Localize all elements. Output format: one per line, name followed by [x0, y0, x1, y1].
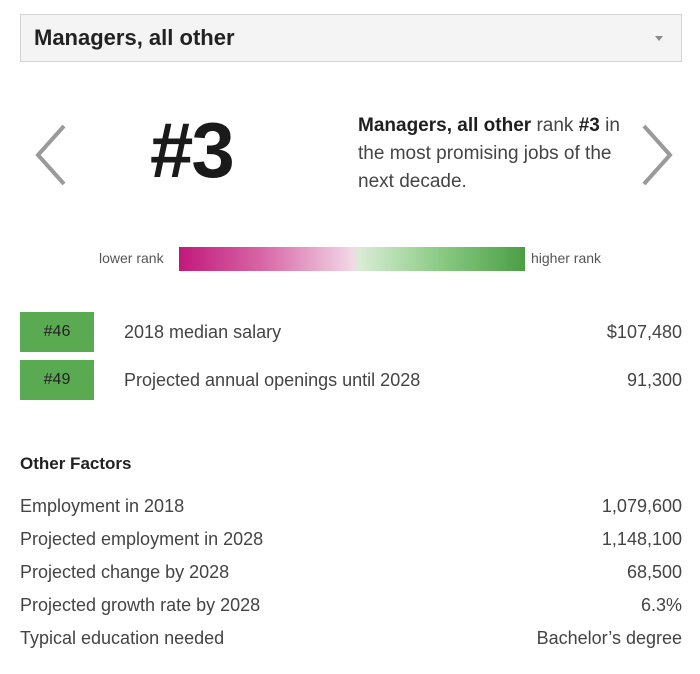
- metric-row-salary: #46 2018 median salary $107,480: [20, 312, 682, 352]
- occupation-select[interactable]: Managers, all other: [20, 14, 682, 62]
- factor-row: Projected change by 2028 68,500: [20, 558, 682, 586]
- other-factors-heading: Other Factors: [20, 454, 132, 473]
- metric-rank-badge: #49: [20, 360, 94, 400]
- metric-label: Projected annual openings until 2028: [124, 369, 421, 390]
- factor-label: Projected change by 2028: [20, 561, 230, 582]
- rank-number: #3: [150, 106, 235, 194]
- rank-rest: in the most promising jobs of the next d…: [358, 115, 620, 192]
- factor-row: Typical education needed Bachelor’s degr…: [20, 624, 682, 652]
- next-button[interactable]: [638, 120, 678, 190]
- chevron-left-icon: [35, 124, 66, 186]
- metric-rank-badge: #46: [20, 312, 94, 352]
- factor-row: Employment in 2018 1,079,600: [20, 492, 682, 520]
- factor-value: Bachelor’s degree: [536, 627, 682, 648]
- factor-row: Projected growth rate by 2028 6.3%: [20, 591, 682, 619]
- chevron-right-icon: [642, 124, 673, 186]
- factor-value: 6.3%: [640, 594, 682, 615]
- metric-row-openings: #49 Projected annual openings until 2028…: [20, 360, 682, 400]
- rank-word: rank: [531, 115, 579, 136]
- factor-value: 68,500: [626, 561, 682, 582]
- factor-value: 1,079,600: [601, 495, 682, 516]
- rank-occupation: Managers, all other: [358, 115, 532, 136]
- rank-gradient-bar: [179, 247, 525, 271]
- metric-value: $107,480: [606, 321, 682, 342]
- occupation-select-value: Managers, all other: [34, 25, 235, 50]
- factor-value: 1,148,100: [601, 528, 682, 549]
- metric-value: 91,300: [626, 369, 682, 390]
- factor-label: Projected growth rate by 2028: [20, 594, 261, 615]
- caret-down-icon: [655, 35, 663, 41]
- factor-row: Projected employment in 2028 1,148,100: [20, 525, 682, 553]
- scale-lower-label: lower rank: [99, 250, 164, 266]
- previous-button[interactable]: [30, 120, 70, 190]
- scale-higher-label: higher rank: [531, 250, 602, 266]
- factor-label: Typical education needed: [20, 627, 225, 648]
- factor-label: Projected employment in 2028: [20, 528, 264, 549]
- rank-inline: #3: [578, 115, 600, 136]
- factor-label: Employment in 2018: [20, 495, 185, 516]
- rank-description: Managers, all other rank #3 in the most …: [358, 112, 628, 196]
- metric-label: 2018 median salary: [124, 321, 282, 342]
